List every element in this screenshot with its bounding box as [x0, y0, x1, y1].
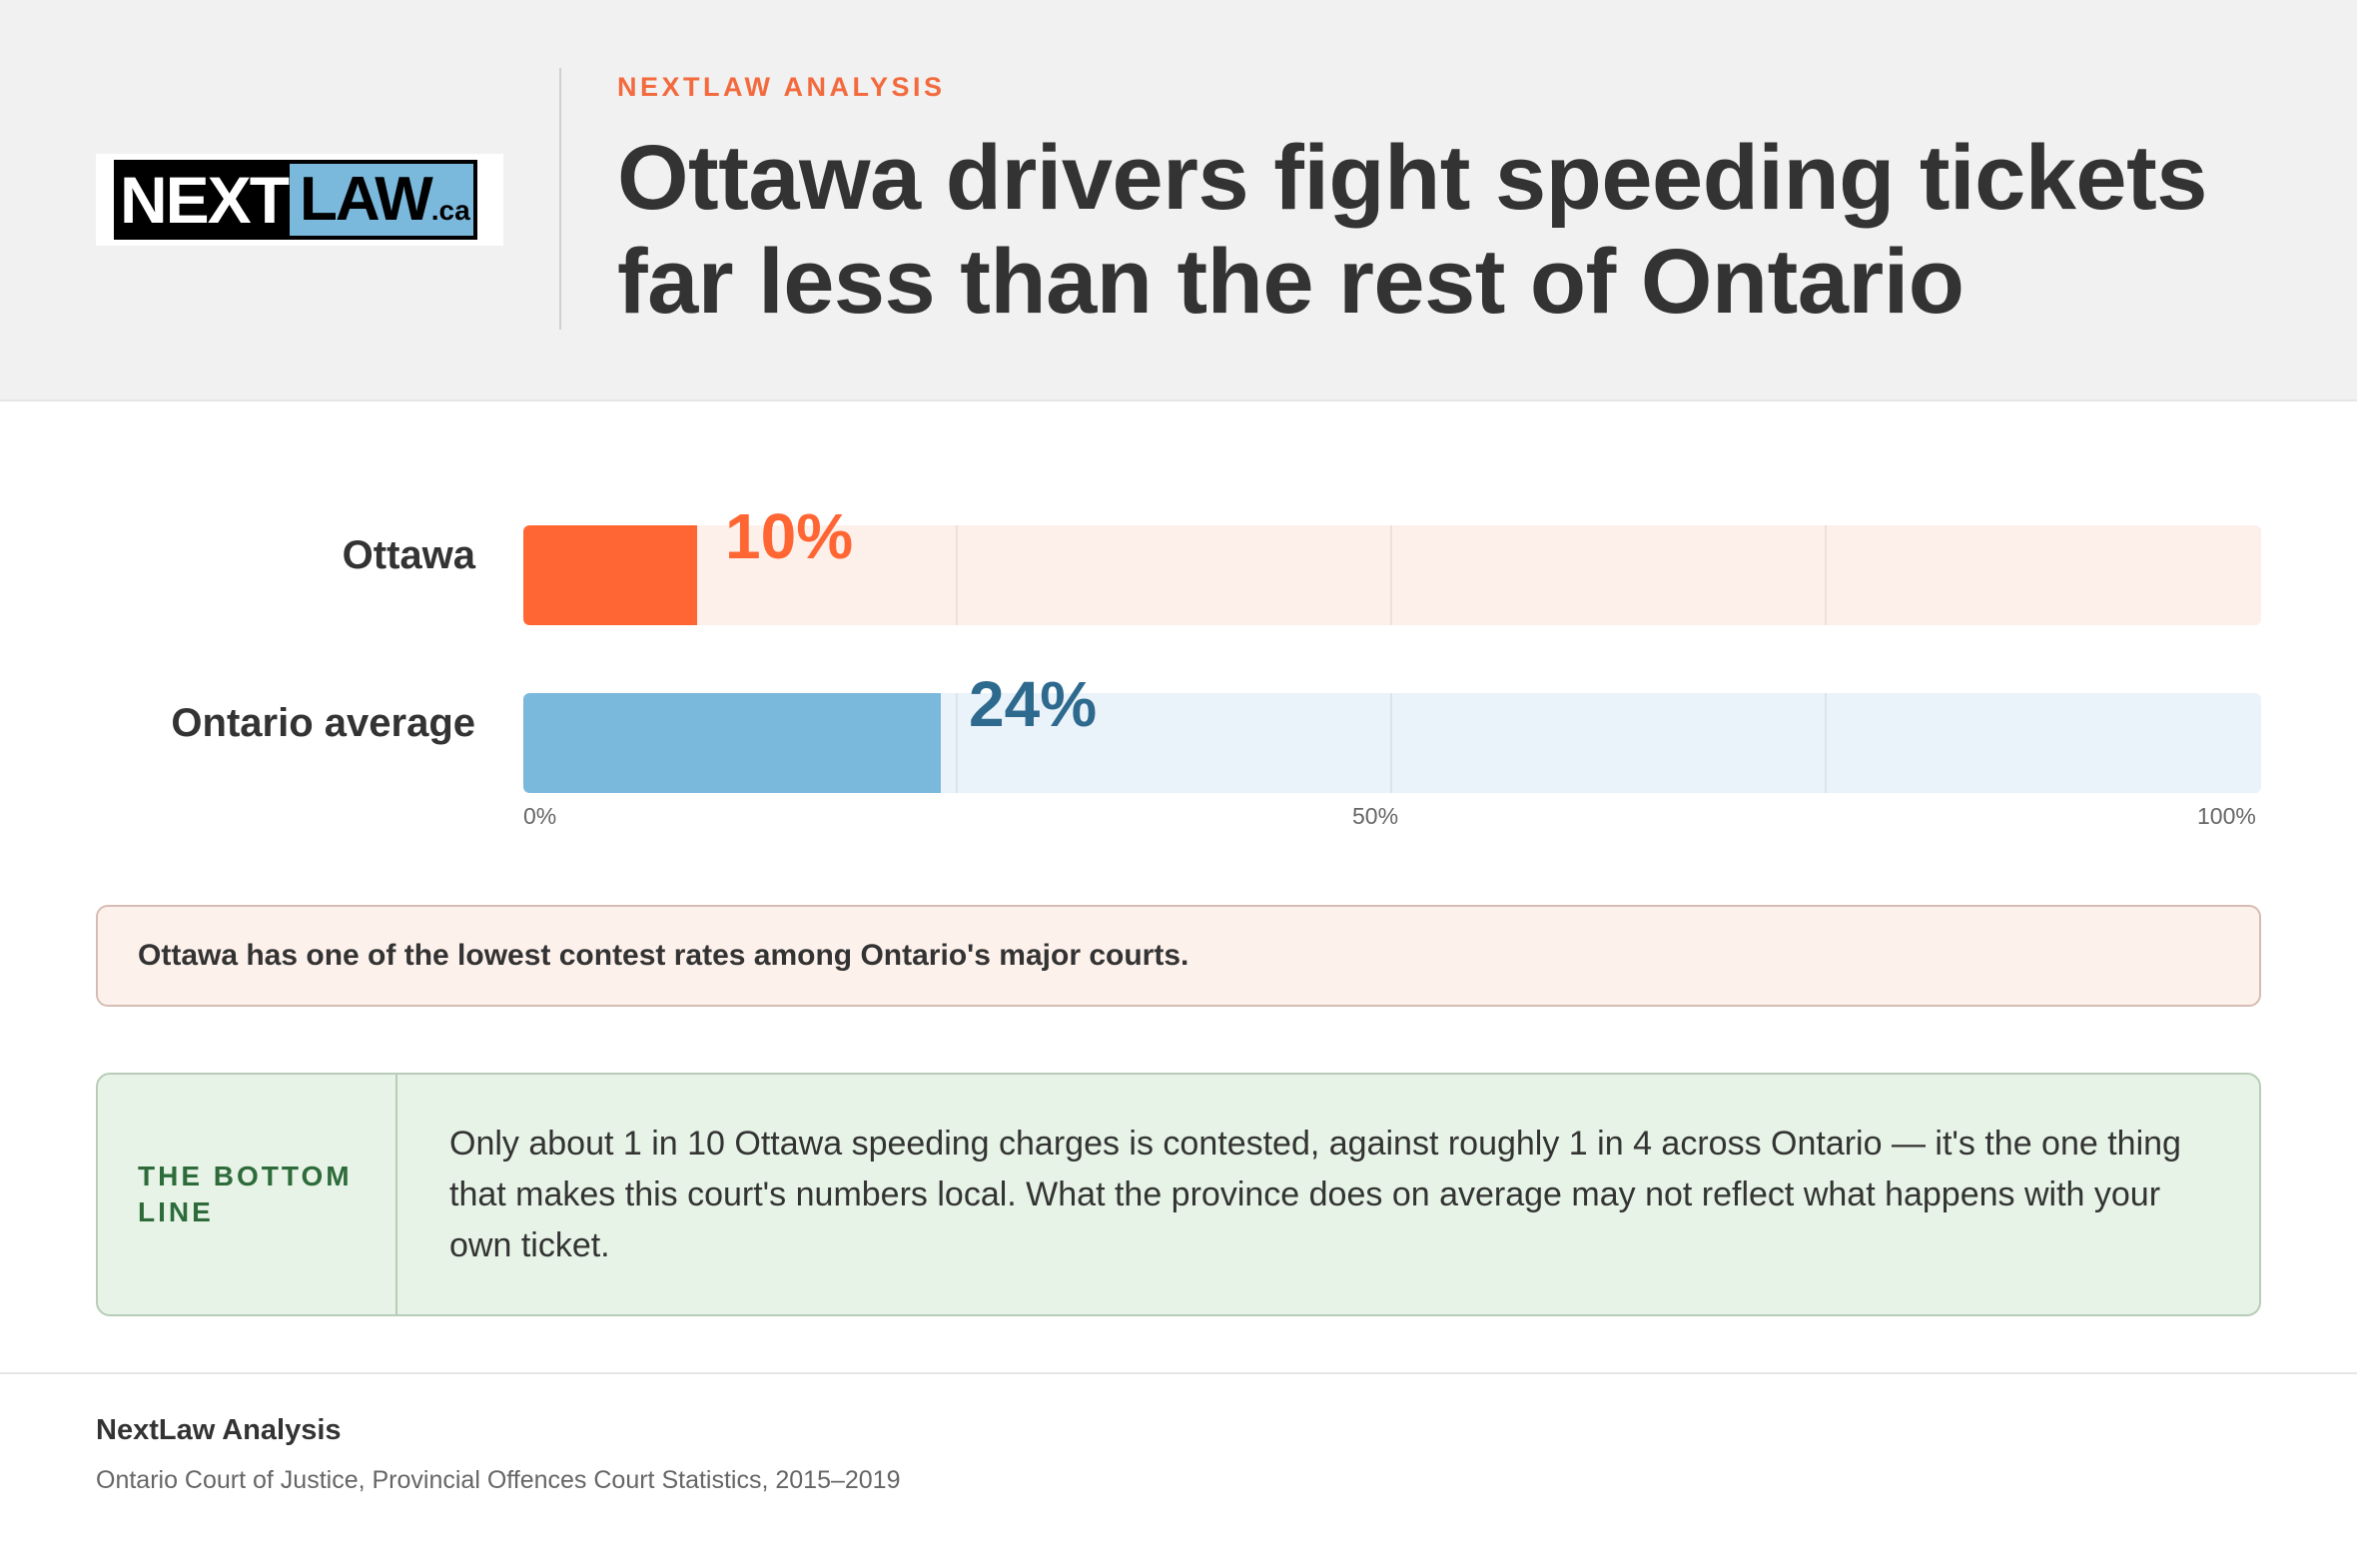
kicker: NEXTLAW ANALYSIS — [617, 72, 946, 102]
footer-divider — [0, 1372, 2357, 1374]
x-tick-0: 0% — [523, 803, 557, 829]
callout-text: Ottawa has one of the lowest contest rat… — [138, 939, 1189, 972]
bar-chart: Ottawa 10% Ontario average 24% 0% 50% 10… — [0, 399, 2357, 899]
x-tick-50: 50% — [1352, 803, 1399, 829]
gridline-75 — [1825, 525, 1827, 625]
logo-law-word: LAW — [300, 165, 433, 234]
header: NEXT LAW.ca NEXTLAW ANALYSIS Ottawa driv… — [0, 0, 2357, 401]
bottom-line-text: Only about 1 in 10 Ottawa speeding charg… — [449, 1125, 2181, 1264]
value-label-ontario-average: 24% — [969, 668, 1098, 740]
logo-next-text: NEXT — [118, 163, 290, 237]
bar-ottawa — [523, 525, 697, 625]
logo-law-text: LAW.ca — [290, 164, 473, 236]
bar-track-ontario-average — [523, 693, 2261, 793]
source-text: Ontario Court of Justice, Provincial Off… — [96, 1466, 901, 1494]
x-tick-100: 100% — [2197, 803, 2256, 829]
gridline-50 — [1390, 525, 1392, 625]
page-title: Ottawa drivers fight speeding tickets fa… — [617, 126, 2295, 334]
value-label-ottawa: 10% — [725, 500, 854, 572]
gridline-50 — [1390, 693, 1392, 793]
gridline-25 — [956, 693, 958, 793]
title-line-1: Ottawa drivers fight speeding tickets — [617, 127, 2207, 229]
logo-mark: NEXT LAW.ca — [114, 160, 477, 240]
source-title: NextLaw Analysis — [96, 1414, 342, 1446]
bottom-line-box: THE BOTTOM LINE Only about 1 in 10 Ottaw… — [96, 1073, 2261, 1316]
nextlaw-logo[interactable]: NEXT LAW.ca — [96, 154, 503, 246]
header-divider — [559, 68, 561, 330]
bar-category-label-ottawa: Ottawa — [342, 533, 475, 577]
bottom-line-divider — [395, 1075, 397, 1314]
bottom-line-label: THE BOTTOM LINE — [138, 1161, 353, 1227]
gridline-75 — [1825, 693, 1827, 793]
title-line-2: far less than the rest of Ontario — [617, 231, 1964, 333]
insight-callout: Ottawa has one of the lowest contest rat… — [96, 905, 2261, 1007]
gridline-25 — [956, 525, 958, 625]
bar-track-ottawa — [523, 525, 2261, 625]
bar-category-label-ontario-average: Ontario average — [171, 701, 475, 745]
logo-ca-suffix: .ca — [430, 195, 470, 226]
bar-ontario-average — [523, 693, 941, 793]
